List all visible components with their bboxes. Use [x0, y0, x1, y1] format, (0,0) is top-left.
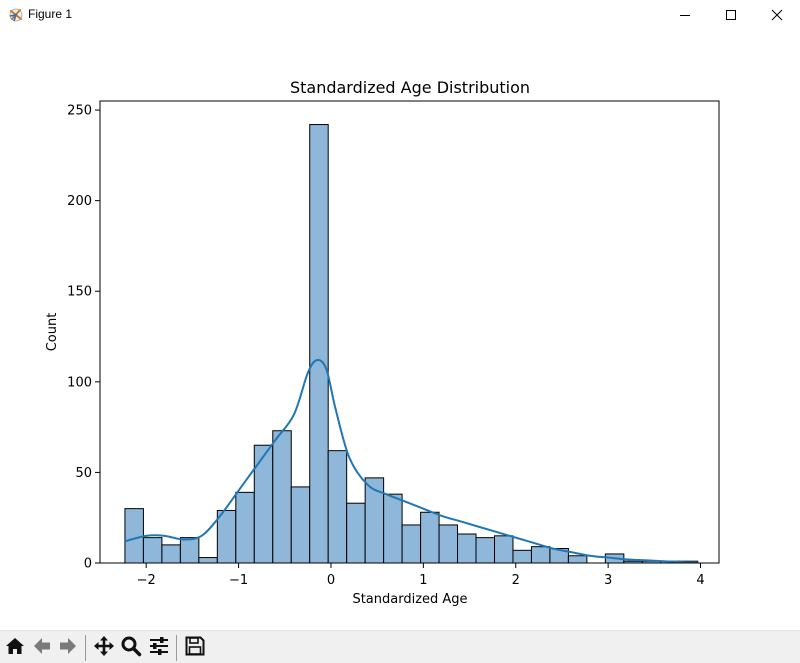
histogram-bar — [179, 537, 200, 564]
toolbar-separator — [85, 635, 86, 661]
x-tick-label: 3 — [604, 573, 612, 588]
pan-button[interactable] — [91, 635, 117, 661]
move-arrows-icon — [93, 635, 115, 661]
histogram-bar — [290, 486, 311, 564]
x-tick-label: 4 — [696, 573, 704, 588]
matplotlib-figure-icon — [8, 7, 24, 23]
y-tick-label: 50 — [75, 466, 92, 481]
histogram-bar — [327, 450, 348, 564]
y-tick-label: 150 — [67, 285, 92, 300]
histogram-bar — [272, 430, 292, 564]
chart-title: Standardized Age Distribution — [290, 78, 530, 97]
histogram-bar — [420, 511, 440, 564]
x-tick-label: −2 — [137, 573, 156, 588]
floppy-disk-icon — [184, 635, 206, 661]
zoom-button[interactable] — [118, 635, 144, 661]
histogram-bar — [235, 491, 255, 564]
save-button[interactable] — [182, 635, 208, 661]
plot-canvas[interactable]: Standardized Age Distribution −2 −1 0 1 2 3 4 … — [0, 30, 800, 630]
maximize-icon — [725, 6, 737, 25]
back-button[interactable] — [29, 635, 55, 661]
x-axis-label: Standardized Age — [352, 592, 467, 607]
minimize-button[interactable] — [662, 0, 708, 30]
histogram-bar — [161, 544, 181, 564]
histogram-bars — [124, 124, 699, 564]
axes-frame — [99, 100, 720, 564]
x-tick-label: 1 — [419, 573, 427, 588]
close-icon — [771, 6, 783, 25]
forward-button[interactable] — [55, 635, 81, 661]
arrow-right-icon — [57, 635, 79, 661]
sliders-icon — [148, 635, 170, 661]
y-tick-label: 250 — [67, 104, 92, 119]
histogram-bar — [383, 493, 403, 564]
toolbar-separator — [176, 635, 177, 661]
y-axis-label: Count — [45, 313, 60, 352]
magnifier-icon — [120, 635, 142, 661]
x-tick-label: −1 — [229, 573, 248, 588]
histogram-bar — [457, 533, 477, 564]
histogram-bar — [475, 537, 495, 564]
x-axis-ticks: −2 −1 0 1 2 3 4 — [137, 563, 705, 588]
y-tick-label: 200 — [67, 194, 92, 209]
configure-subplots-button[interactable] — [146, 635, 172, 661]
maximize-button[interactable] — [708, 0, 754, 30]
histogram-bar — [512, 549, 532, 564]
histogram-bar — [124, 508, 144, 564]
histogram-bar — [198, 557, 218, 564]
histogram-bar — [309, 124, 329, 564]
x-tick-label: 0 — [327, 573, 335, 588]
histogram-bar — [493, 535, 514, 564]
histogram-bar — [346, 502, 366, 564]
histogram-bar — [438, 524, 459, 564]
minimize-icon — [679, 6, 691, 25]
y-tick-label: 100 — [67, 375, 92, 390]
navigation-toolbar — [0, 630, 800, 663]
home-button[interactable] — [2, 635, 28, 661]
y-tick-label: 0 — [84, 557, 92, 572]
x-tick-label: 2 — [512, 573, 520, 588]
histogram-bar — [530, 546, 551, 564]
home-icon — [4, 635, 26, 661]
histogram-bar — [142, 537, 163, 564]
kde-line — [124, 358, 698, 564]
histogram-bar — [253, 444, 274, 564]
histogram-bar — [401, 524, 422, 564]
y-axis-ticks: 0 50 100 150 200 250 — [67, 104, 100, 572]
histogram-bar — [216, 509, 237, 564]
histogram-bar — [567, 555, 588, 564]
close-button[interactable] — [754, 0, 800, 30]
window-title: Figure 1 — [28, 7, 73, 21]
histogram-chart: Standardized Age Distribution −2 −1 0 1 2 3 4 … — [45, 78, 720, 607]
title-bar: Figure 1 — [0, 0, 800, 30]
arrow-left-icon — [31, 635, 53, 661]
